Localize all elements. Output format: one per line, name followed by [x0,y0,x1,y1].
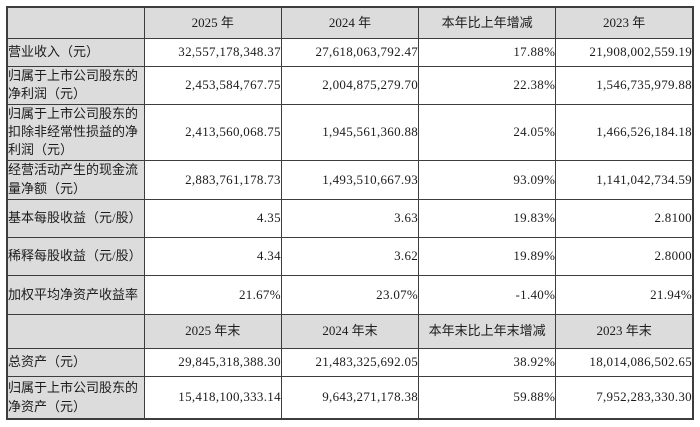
row-label-cell: 总资产（元） [6,347,145,377]
value-cell: -1.40% [418,274,557,315]
value-cell: 2,413,560,068.75 [143,103,282,161]
value-cell: 24.05% [418,103,557,161]
value-cell: 21.94% [555,274,694,315]
value-cell: 4.34 [143,236,282,276]
header-row-yearend: 2025 年末 2024 年末 本年末比上年末增减 2023 年末 [6,313,694,349]
value-cell: 23.07% [280,274,420,315]
column-header-yoy-change: 本年比上年增减 [418,6,557,39]
value-cell: 1,945,561,360.88 [280,103,420,161]
value-cell: 2.8000 [555,236,694,276]
value-cell: 93.09% [418,159,557,200]
value-cell: 3.63 [280,198,420,238]
column-header-2025-yearend: 2025 年末 [143,313,282,349]
value-cell: 15,418,100,333.14 [143,375,282,420]
value-cell: 19.83% [418,198,557,238]
value-cell: 27,618,063,792.47 [280,37,420,67]
value-cell: 1,466,526,184.18 [555,103,694,161]
row-net-profit-excl-nonrecurring: 归属于上市公司股东的扣除非经常性损益的净利润（元） 2,413,560,068.… [6,103,694,161]
row-label-cell: 基本每股收益（元/股） [6,198,145,238]
value-cell: 4.35 [143,198,282,238]
row-operating-cash-flow: 经营活动产生的现金流量净额（元） 2,883,761,178.73 1,493,… [6,159,694,200]
header-corner-cell [6,313,145,349]
row-label-cell: 归属于上市公司股东的扣除非经常性损益的净利润（元） [6,103,145,161]
row-net-assets: 归属于上市公司股东的净资产（元） 15,418,100,333.14 9,643… [6,375,694,420]
row-label-cell: 加权平均净资产收益率 [6,274,145,315]
value-cell: 7,952,283,330.30 [555,375,694,420]
row-label-cell: 稀释每股收益（元/股） [6,236,145,276]
value-cell: 29,845,318,388.30 [143,347,282,377]
value-cell: 59.88% [418,375,557,420]
value-cell: 18,014,086,502.65 [555,347,694,377]
value-cell: 21,483,325,692.05 [280,347,420,377]
column-header-2023-yearend: 2023 年末 [555,313,694,349]
column-header-2023: 2023 年 [555,6,694,39]
value-cell: 21.67% [143,274,282,315]
row-operating-revenue: 营业收入（元） 32,557,178,348.37 27,618,063,792… [6,37,694,67]
value-cell: 2,453,584,767.75 [143,65,282,105]
value-cell: 9,643,271,178.38 [280,375,420,420]
row-label-cell: 营业收入（元） [6,37,145,67]
column-header-2025: 2025 年 [143,6,282,39]
value-cell: 1,546,735,979.88 [555,65,694,105]
value-cell: 3.62 [280,236,420,276]
header-corner-cell [6,6,145,39]
value-cell: 21,908,002,559.19 [555,37,694,67]
value-cell: 19.89% [418,236,557,276]
row-total-assets: 总资产（元） 29,845,318,388.30 21,483,325,692.… [6,347,694,377]
row-label-cell: 归属于上市公司股东的净资产（元） [6,375,145,420]
value-cell: 38.92% [418,347,557,377]
header-row-annual: 2025 年 2024 年 本年比上年增减 2023 年 [6,6,694,39]
value-cell: 1,493,510,667.93 [280,159,420,200]
value-cell: 2,883,761,178.73 [143,159,282,200]
value-cell: 32,557,178,348.37 [143,37,282,67]
row-basic-eps: 基本每股收益（元/股） 4.35 3.63 19.83% 2.8100 [6,198,694,238]
row-label-cell: 归属于上市公司股东的净利润（元） [6,65,145,105]
column-header-2024: 2024 年 [280,6,420,39]
value-cell: 1,141,042,734.59 [555,159,694,200]
value-cell: 2,004,875,279.70 [280,65,420,105]
row-diluted-eps: 稀释每股收益（元/股） 4.34 3.62 19.89% 2.8000 [6,236,694,276]
financial-summary-table: 2025 年 2024 年 本年比上年增减 2023 年 营业收入（元） 32,… [6,6,694,421]
column-header-yearend-change: 本年末比上年末增减 [418,313,557,349]
value-cell: 22.38% [418,65,557,105]
column-header-2024-yearend: 2024 年末 [280,313,420,349]
value-cell: 2.8100 [555,198,694,238]
row-label-cell: 经营活动产生的现金流量净额（元） [6,159,145,200]
value-cell: 17.88% [418,37,557,67]
row-weighted-avg-roe: 加权平均净资产收益率 21.67% 23.07% -1.40% 21.94% [6,274,694,315]
row-net-profit: 归属于上市公司股东的净利润（元） 2,453,584,767.75 2,004,… [6,65,694,105]
